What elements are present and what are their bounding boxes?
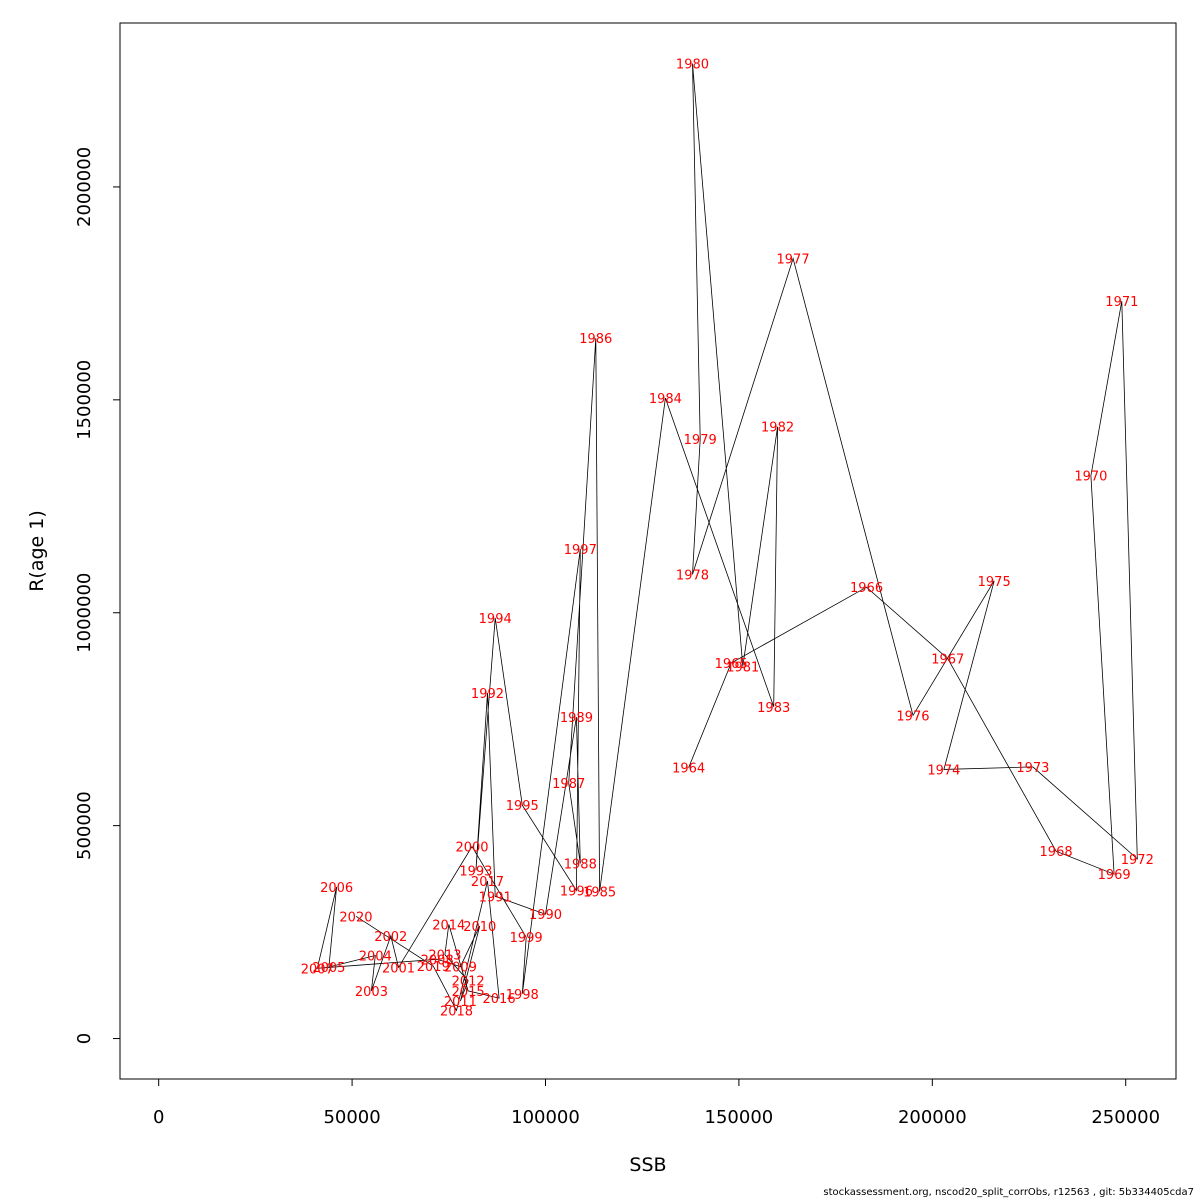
point-label: 1973 — [1016, 761, 1049, 776]
point-label: 1992 — [471, 687, 504, 702]
point-label: 1997 — [564, 543, 597, 558]
point-label: 2012 — [452, 975, 485, 990]
point-label: 1989 — [560, 711, 593, 726]
point-label: 1984 — [649, 392, 682, 407]
point-label: 1975 — [978, 575, 1011, 590]
point-label: 2016 — [483, 992, 516, 1007]
point-label: 1978 — [676, 568, 709, 583]
point-label: 1980 — [676, 57, 709, 72]
point-label: 1974 — [927, 763, 960, 778]
point-label: 2009 — [444, 961, 477, 976]
point-label: 2018 — [440, 1004, 473, 1019]
point-label: 2000 — [455, 841, 488, 856]
point-label: 2010 — [463, 920, 496, 935]
point-label: 1990 — [529, 908, 562, 923]
x-tick-label: 250000 — [1091, 1107, 1160, 1128]
point-label: 2017 — [471, 875, 504, 890]
footer-credit: stockassessment.org, nscod20_split_corrO… — [823, 1187, 1194, 1198]
y-tick-label: 1000000 — [74, 573, 95, 653]
point-label: 2007 — [301, 962, 334, 977]
point-label: 1988 — [564, 858, 597, 873]
point-label: 1995 — [506, 799, 539, 814]
point-label: 1986 — [579, 332, 612, 347]
point-label: 2008 — [421, 953, 454, 968]
point-label: 1977 — [777, 252, 810, 267]
y-tick-label: 0 — [74, 1033, 95, 1044]
series-line — [316, 63, 1138, 1012]
point-label: 1983 — [757, 701, 790, 716]
point-label: 1982 — [761, 421, 794, 436]
x-tick-label: 200000 — [898, 1107, 967, 1128]
x-tick-label: 100000 — [511, 1107, 580, 1128]
y-tick-label: 2000000 — [74, 147, 95, 227]
point-label: 1967 — [931, 653, 964, 668]
point-label: 1972 — [1121, 853, 1154, 868]
point-label: 1976 — [896, 709, 929, 724]
point-label: 1970 — [1074, 470, 1107, 485]
point-label: 1979 — [684, 433, 717, 448]
point-label: 1993 — [459, 864, 492, 879]
point-label: 1968 — [1040, 845, 1073, 860]
point-label: 2006 — [320, 881, 353, 896]
y-axis: 0 500000 1000000 1500000 2000000 — [74, 147, 121, 1044]
point-label: 1966 — [850, 581, 883, 596]
x-axis-title: SSB — [629, 1154, 666, 1176]
point-label: 1965 — [715, 657, 748, 672]
y-axis-title: R(age 1) — [26, 510, 48, 592]
point-label: 2003 — [355, 985, 388, 1000]
point-label: 1998 — [506, 988, 539, 1003]
point-label: 1994 — [479, 612, 512, 627]
x-tick-label: 0 — [153, 1107, 164, 1128]
point-label: 1969 — [1098, 868, 1131, 883]
y-tick-label: 1500000 — [74, 360, 95, 440]
point-label: 2014 — [432, 918, 465, 933]
point-label: 1999 — [510, 931, 543, 946]
point-label: 1985 — [583, 886, 616, 901]
point-label: 2013 — [428, 949, 461, 964]
point-label: 1991 — [479, 890, 512, 905]
point-label: 1996 — [560, 884, 593, 899]
x-tick-label: 150000 — [705, 1107, 774, 1128]
point-label: 2020 — [339, 910, 372, 925]
point-label: 2002 — [374, 930, 407, 945]
point-label: 2011 — [444, 995, 477, 1010]
series-line-group — [316, 63, 1138, 1012]
x-tick-label: 50000 — [323, 1107, 380, 1128]
point-label: 1971 — [1105, 295, 1138, 310]
plot-frame — [119, 22, 1177, 1080]
point-label: 2015 — [452, 985, 485, 1000]
point-label: 2019 — [417, 960, 450, 975]
point-label: 2001 — [382, 961, 415, 976]
point-label: 2005 — [312, 961, 345, 976]
point-label: 1987 — [552, 777, 585, 792]
point-label: 1964 — [672, 762, 705, 777]
point-labels-group: 1964 1965 1966 1967 1968 1969 1970 1971 1972 1973… — [301, 57, 1154, 1019]
y-tick-label: 500000 — [74, 791, 95, 860]
point-label: 2004 — [359, 950, 392, 965]
point-label: 1981 — [726, 660, 759, 675]
x-axis: 0 50000 100000 150000 200000 250000 — [153, 1078, 1160, 1128]
